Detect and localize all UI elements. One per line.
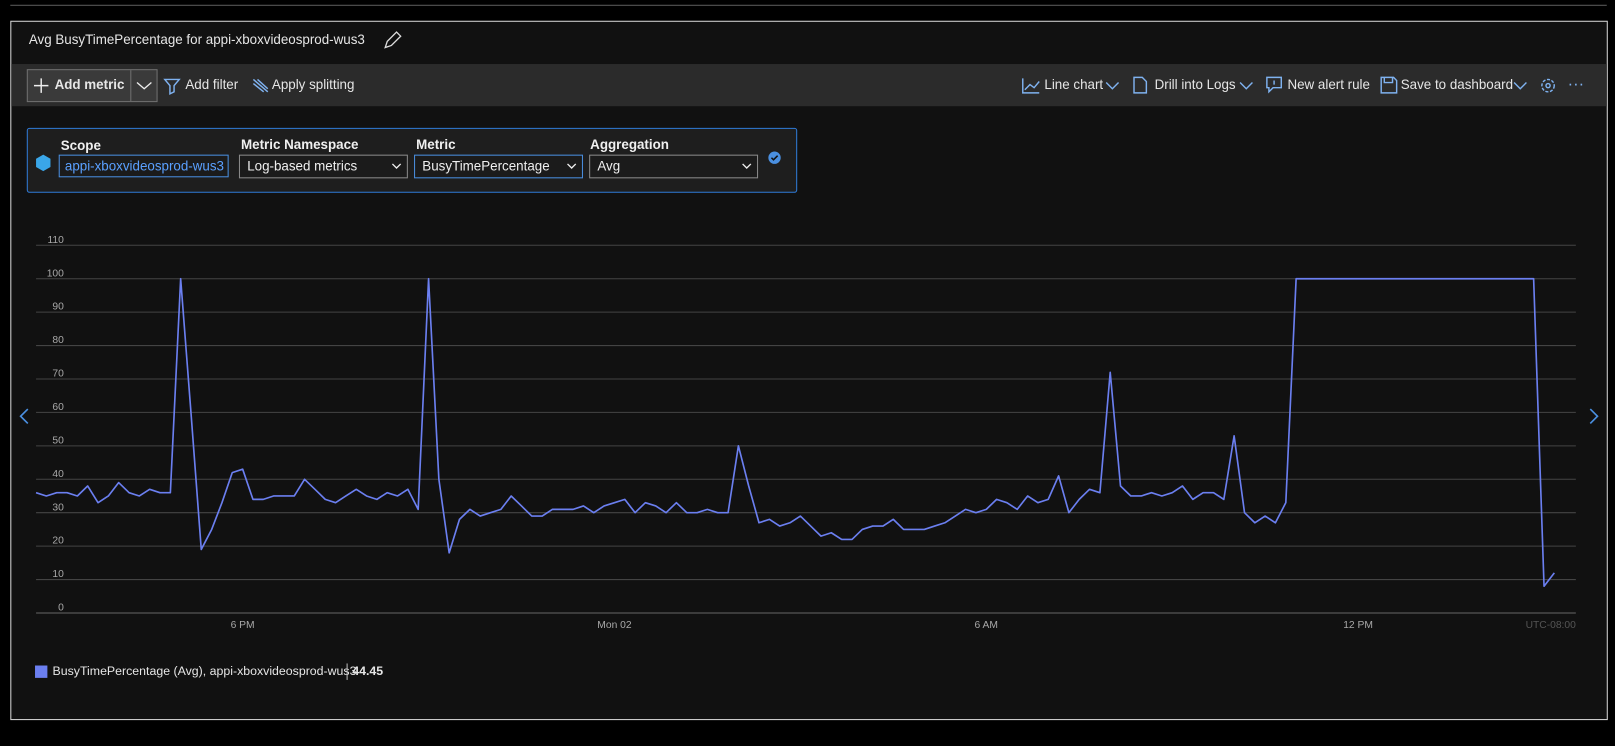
y-tick-label: 20 xyxy=(52,536,64,547)
scope-input[interactable] xyxy=(58,154,229,178)
namespace-dropdown[interactable] xyxy=(238,154,408,179)
plus-icon xyxy=(33,78,49,93)
y-tick-label: 90 xyxy=(52,302,64,313)
chevron[interactable] xyxy=(1105,82,1120,90)
scope-icon xyxy=(36,154,51,172)
field-value: Log-based metrics xyxy=(247,159,357,174)
panel-title: Avg BusyTimePercentage for appi-xboxvide… xyxy=(29,32,365,47)
y-tick-label: 40 xyxy=(52,469,64,480)
more-icon[interactable]: ··· xyxy=(1568,75,1584,93)
x-tick-label: 6 AM xyxy=(975,620,998,631)
split-icon xyxy=(252,78,269,93)
edit-icon[interactable] xyxy=(384,31,402,49)
y-tick-label: 80 xyxy=(52,335,64,346)
drill-into-logs[interactable]: Drill into Logs xyxy=(1155,77,1236,92)
y-tick-label: 30 xyxy=(52,502,64,513)
chevron[interactable] xyxy=(136,82,152,90)
field-value: BusyTimePercentage xyxy=(422,159,549,174)
timezone-label: UTC-08:00 xyxy=(1526,620,1577,631)
chevron[interactable] xyxy=(1239,82,1253,90)
prev-arrow[interactable] xyxy=(19,408,29,425)
x-tick-label: 12 PM xyxy=(1343,620,1373,631)
save-icon xyxy=(1380,76,1398,94)
field-label: Metric Namespace xyxy=(241,137,358,152)
legend-label: BusyTimePercentage (Avg), appi-xboxvideo… xyxy=(53,664,357,678)
next-arrow[interactable] xyxy=(1589,408,1599,425)
series-line xyxy=(35,277,1555,588)
y-tick-label: 60 xyxy=(52,402,64,413)
chart-icon xyxy=(1022,78,1040,94)
settings-icon[interactable] xyxy=(1541,78,1555,93)
new-alert-rule[interactable]: New alert rule xyxy=(1287,77,1370,92)
field-label: Aggregation xyxy=(590,137,669,152)
field-value: Avg xyxy=(597,159,620,174)
toolbar xyxy=(11,64,1607,107)
field-value: appi-xboxvideosprod-wus3 xyxy=(65,159,224,174)
aggregation-dropdown[interactable] xyxy=(589,154,759,179)
y-tick-label: 110 xyxy=(47,235,64,246)
add-filter[interactable]: Add filter xyxy=(185,77,238,92)
filter-icon xyxy=(163,78,181,96)
legend-value: 44.45 xyxy=(352,664,383,678)
y-tick-label: 50 xyxy=(52,435,64,446)
chevron[interactable] xyxy=(1513,82,1527,90)
settings-icon-core xyxy=(1545,82,1551,89)
x-tick-label: Mon 02 xyxy=(597,620,632,631)
chevron xyxy=(391,163,402,169)
metric-dropdown[interactable] xyxy=(414,154,583,179)
y-tick-label: 70 xyxy=(52,369,64,380)
add-metric[interactable]: Add metric xyxy=(55,77,125,92)
save-to-dashboard[interactable]: Save to dashboard xyxy=(1401,77,1513,92)
x-tick-label: 6 PM xyxy=(231,620,255,631)
legend-swatch xyxy=(35,665,48,678)
field-label: Scope xyxy=(61,138,101,153)
add-metric-button[interactable] xyxy=(26,69,158,103)
check xyxy=(770,155,779,161)
y-tick-label: 10 xyxy=(52,569,64,580)
alert-icon xyxy=(1266,76,1283,94)
y-tick-label: 0 xyxy=(58,603,64,614)
y-tick-label: 100 xyxy=(47,268,64,279)
panel xyxy=(10,20,1608,721)
apply-splitting[interactable]: Apply splitting xyxy=(272,77,355,92)
field-label: Metric xyxy=(416,137,456,152)
chevron xyxy=(567,163,577,169)
line-chart[interactable]: Line chart xyxy=(1044,77,1103,92)
chevron xyxy=(742,163,752,169)
logs-icon xyxy=(1133,76,1148,94)
